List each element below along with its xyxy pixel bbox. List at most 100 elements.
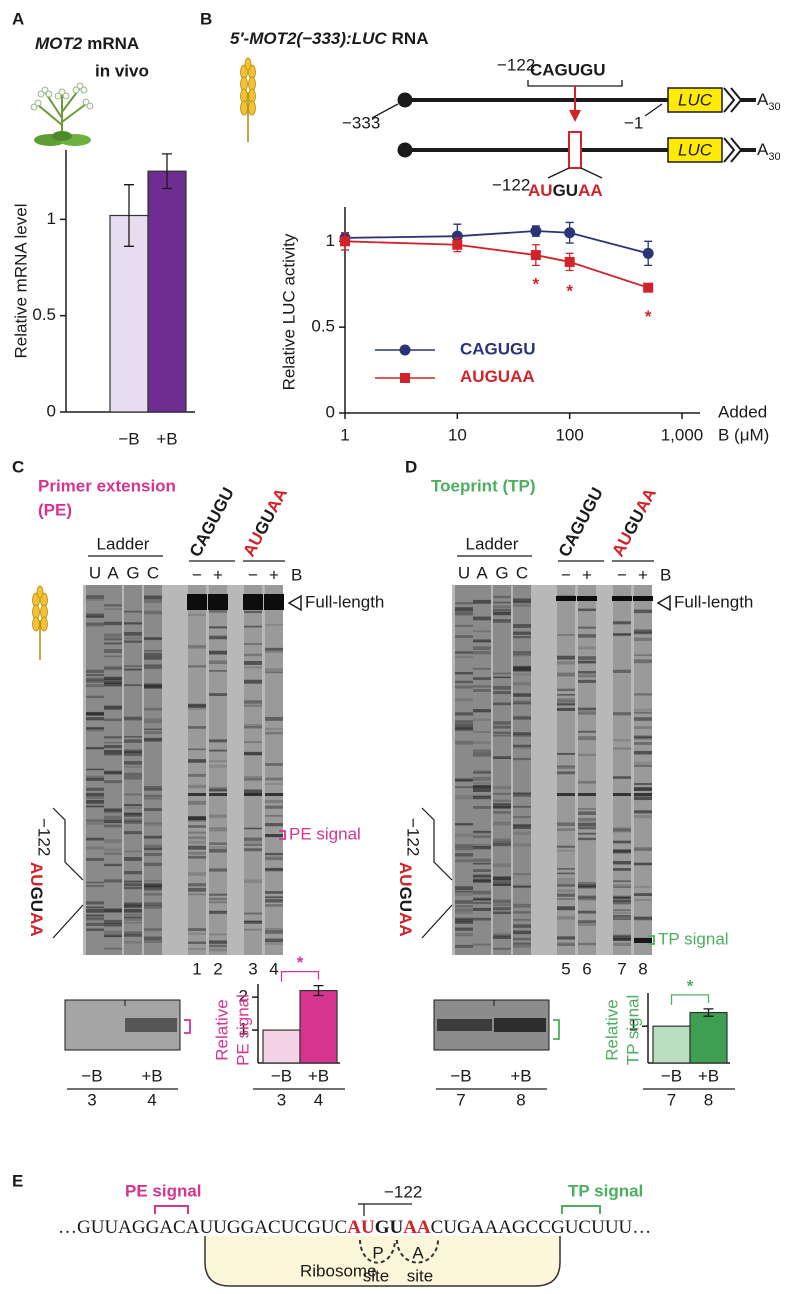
gel-band: [124, 665, 142, 667]
gel-band: [513, 700, 531, 705]
gel-band: [557, 707, 575, 711]
gel-band: [265, 763, 283, 766]
gel-band: [124, 934, 142, 937]
gel-band: [455, 918, 473, 923]
gel-band: [124, 636, 142, 640]
gel-band: [455, 917, 473, 920]
sequence-segment: AA: [27, 912, 46, 937]
category-label: −B: [450, 1066, 471, 1085]
gel-band: [209, 849, 227, 853]
y-tick-label: 0: [326, 402, 335, 421]
gel-band: [209, 827, 227, 830]
gel-band: [188, 784, 206, 789]
gel-band: [86, 819, 104, 822]
gel-band: [104, 770, 122, 774]
gel-lane: [124, 585, 142, 955]
gel-band: [513, 668, 531, 672]
gel-band: [124, 906, 142, 909]
gel-band: [144, 684, 162, 689]
construct-diagram: [371, 80, 756, 179]
x-tick-label: 10: [448, 425, 467, 444]
gel-band: [188, 887, 206, 892]
gel-band: [634, 917, 652, 921]
gel-band: [209, 660, 227, 665]
gel-band: [473, 630, 491, 633]
gel-band: [124, 857, 142, 861]
gel-band: [86, 622, 104, 627]
gel-band: [265, 938, 283, 943]
gel-band: [578, 827, 596, 830]
lane-number: 4: [269, 959, 278, 978]
gel-band: [455, 727, 473, 731]
signal-bracket: [154, 1205, 189, 1214]
treatment-sign: +: [269, 565, 279, 584]
gel-band: [613, 828, 631, 833]
lane-letter: C: [516, 563, 528, 582]
gel-band: [613, 899, 631, 902]
gel-band: [613, 840, 631, 844]
gel-band: [578, 811, 596, 815]
gel-band: [124, 812, 142, 817]
gel-band: [124, 807, 142, 809]
signal-bracket: [648, 935, 655, 945]
gel-band: [86, 613, 104, 618]
gel-band: [244, 848, 262, 852]
treatment-label: B: [291, 565, 302, 584]
gel-band: [493, 903, 511, 907]
gel-band: [513, 793, 531, 797]
gel-band: [613, 938, 631, 941]
category-label: −B: [118, 429, 139, 448]
panel-label: C: [12, 457, 24, 476]
gel-band: [209, 948, 227, 952]
gel-band: [265, 943, 283, 946]
gel-band: [513, 911, 531, 914]
sequence-segment: AA: [578, 181, 603, 200]
gel-band: [86, 778, 104, 782]
gel-band: [473, 599, 491, 604]
gel-band: [455, 833, 473, 837]
sequence-segment: AU: [396, 862, 415, 887]
gel-band: [209, 693, 227, 696]
gel-band: [473, 788, 491, 792]
sequence-segment: GU: [27, 887, 46, 913]
gel-band: [144, 728, 162, 731]
gel-band: [244, 793, 262, 796]
gel-band: [104, 718, 122, 722]
gel-band: [265, 716, 283, 721]
y-axis-label: Relative: [602, 999, 621, 1060]
gel-band: [244, 827, 262, 830]
gel-band: [455, 607, 473, 611]
significance-mark: *: [645, 307, 652, 326]
gel-band: [613, 827, 631, 831]
gel-band: [455, 712, 473, 716]
gel-band: [634, 708, 652, 711]
gel-band: [265, 891, 283, 894]
lane-number: 1: [192, 959, 201, 978]
gel-lane: [144, 585, 162, 955]
gel-band: [578, 679, 596, 683]
gel-band: [86, 799, 104, 804]
gel-band: [144, 599, 162, 604]
gel-band: [578, 807, 596, 810]
gel-band: [188, 893, 206, 896]
y-tick-label: 2: [239, 987, 248, 1006]
gel-band: [104, 947, 122, 950]
signal-bracket: [184, 1019, 191, 1034]
lane-label: 7: [667, 1090, 676, 1109]
gel-band: [455, 855, 473, 858]
bar: [262, 1029, 301, 1064]
gel-band: [124, 850, 142, 853]
y-tick-label: 1: [629, 1016, 638, 1035]
gel-band: [473, 862, 491, 865]
site-label: site: [407, 1266, 433, 1285]
sequence-segment: GU: [553, 181, 579, 200]
gel-band: [455, 635, 473, 638]
full-length-marker: [656, 594, 671, 612]
gel-band: [265, 731, 283, 735]
gel-band: [86, 775, 104, 779]
gel-band: [455, 852, 473, 856]
gel-band: [612, 596, 632, 601]
gel-band: [124, 902, 142, 907]
position-label: −122: [497, 55, 535, 74]
gel-band: [473, 667, 491, 670]
